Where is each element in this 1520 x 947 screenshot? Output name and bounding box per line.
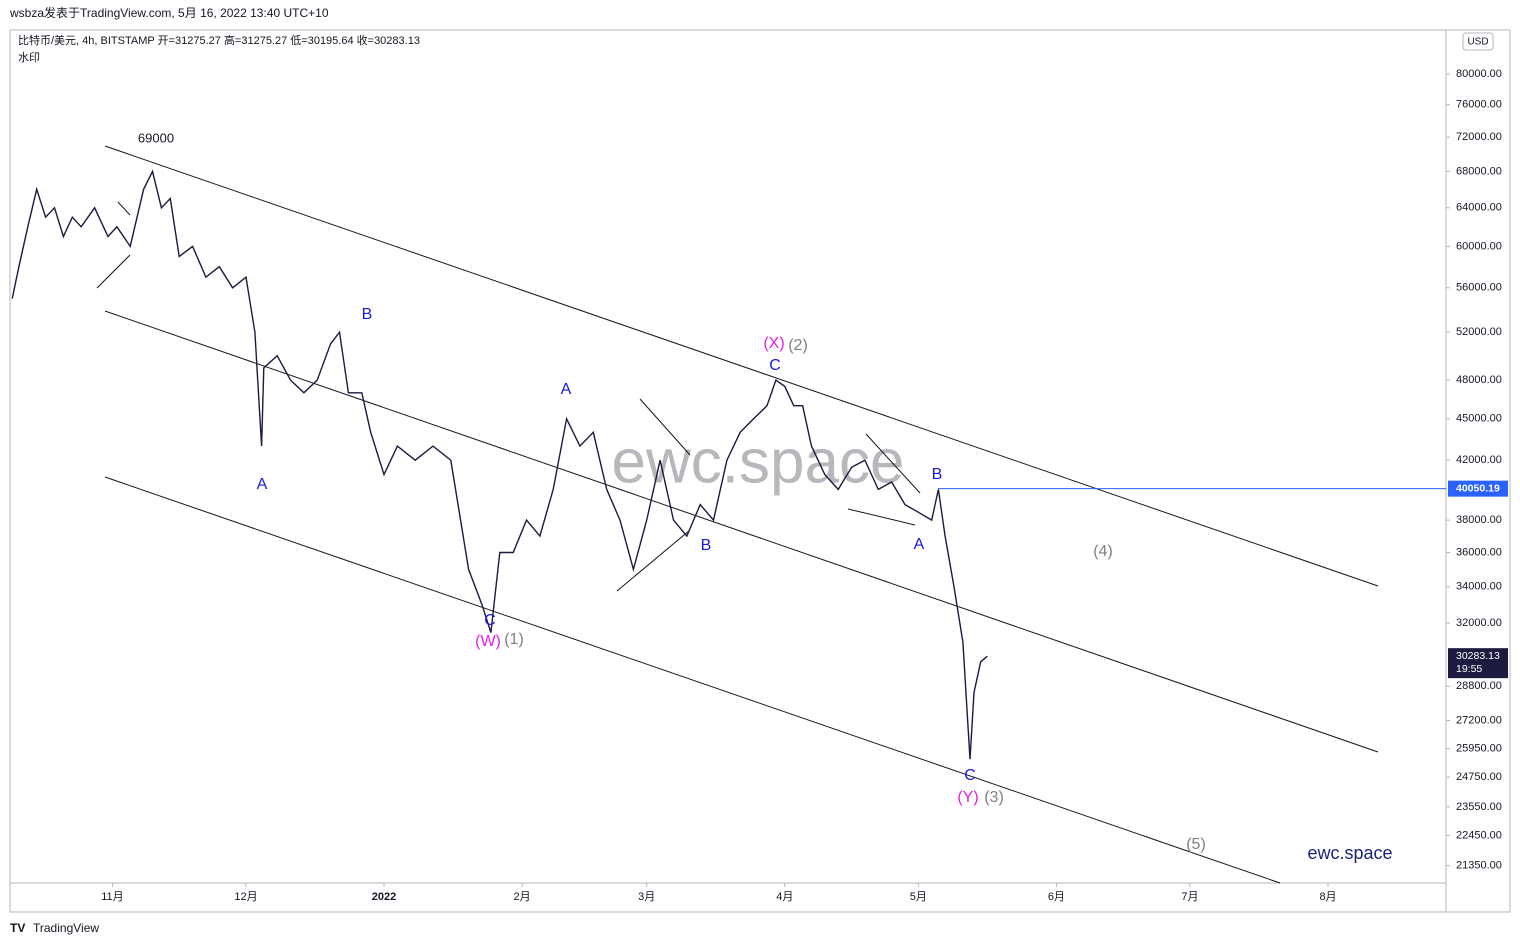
wave-label: (5) bbox=[1186, 836, 1206, 853]
y-tick-label: 60000.00 bbox=[1456, 240, 1502, 252]
y-tick-label: 22450.00 bbox=[1456, 829, 1502, 841]
drawings bbox=[96, 145, 1379, 884]
byline: wsbza发表于TradingView.com, 5月 16, 2022 13:… bbox=[9, 5, 329, 20]
wave-label: (X) bbox=[763, 335, 784, 352]
price-line bbox=[11, 169, 988, 760]
y-tick-label: 52000.00 bbox=[1456, 326, 1502, 338]
y-tick-label: 56000.00 bbox=[1456, 282, 1502, 294]
footer-logo: TV bbox=[10, 921, 25, 935]
price-level-label: 40050.19 bbox=[1456, 482, 1500, 494]
wave-label: B bbox=[701, 537, 712, 554]
chart-frame bbox=[9, 29, 1511, 913]
wave-label: C bbox=[769, 357, 781, 374]
trend-line bbox=[847, 508, 916, 526]
y-tick-label: 25950.00 bbox=[1456, 743, 1502, 755]
trend-line bbox=[616, 529, 691, 592]
x-tick-label: 7月 bbox=[1181, 891, 1198, 903]
y-tick-label: 28800.00 bbox=[1456, 680, 1502, 692]
brand: ewc.space bbox=[1307, 843, 1392, 863]
y-tick-label: 42000.00 bbox=[1456, 454, 1502, 466]
x-tick-label: 3月 bbox=[638, 891, 655, 903]
wave-label: B bbox=[362, 306, 373, 323]
channel-bottom bbox=[104, 476, 1281, 884]
y-tick-label: 23550.00 bbox=[1456, 801, 1502, 813]
trend-line bbox=[96, 254, 131, 289]
y-tick-label: 27200.00 bbox=[1456, 714, 1502, 726]
currency-box[interactable] bbox=[1462, 32, 1494, 51]
x-tick-label: 8月 bbox=[1319, 891, 1336, 903]
trend-line bbox=[639, 398, 691, 456]
wave-label: (3) bbox=[984, 789, 1004, 806]
y-tick-label: 34000.00 bbox=[1456, 581, 1502, 593]
x-tick-label: 5月 bbox=[910, 891, 927, 903]
wave-label: (2) bbox=[788, 337, 808, 354]
trend-line bbox=[117, 201, 131, 216]
symbol-legend: 比特币/美元, 4h, BITSTAMP 开=31275.27 高=31275.… bbox=[18, 33, 420, 47]
y-tick-label: 76000.00 bbox=[1456, 99, 1502, 111]
y-tick-label: 48000.00 bbox=[1456, 374, 1502, 386]
wave-label: (W) bbox=[475, 633, 501, 650]
wave-label: A bbox=[914, 536, 925, 553]
y-tick-label: 36000.00 bbox=[1456, 546, 1502, 558]
wave-label: B bbox=[932, 466, 943, 483]
currency[interactable]: USD bbox=[1467, 37, 1488, 48]
wave-label: A bbox=[257, 476, 268, 493]
y-tick-label: 24750.00 bbox=[1456, 771, 1502, 783]
wave-label: A bbox=[561, 381, 572, 398]
trend-line bbox=[865, 433, 921, 494]
wave-label: C bbox=[964, 767, 976, 784]
x-tick-label: 2022 bbox=[372, 891, 396, 903]
wave-label: 69000 bbox=[138, 130, 174, 145]
x-tick-label: 4月 bbox=[776, 891, 793, 903]
y-tick-label: 45000.00 bbox=[1456, 413, 1502, 425]
y-tick-label: 21350.00 bbox=[1456, 860, 1502, 872]
channel-top bbox=[104, 145, 1379, 587]
y-tick-label: 32000.00 bbox=[1456, 617, 1502, 629]
x-tick-label: 6月 bbox=[1048, 891, 1065, 903]
channel-middle bbox=[104, 310, 1379, 753]
wave-label: (1) bbox=[504, 631, 524, 648]
last-price-label: 30283.13 bbox=[1456, 650, 1500, 662]
y-tick-label: 38000.00 bbox=[1456, 514, 1502, 526]
footer: TradingView bbox=[33, 921, 99, 935]
x-tick-label: 2月 bbox=[513, 891, 530, 903]
y-tick-label: 68000.00 bbox=[1456, 165, 1502, 177]
y-tick-label: 64000.00 bbox=[1456, 202, 1502, 214]
price-level-tag bbox=[1448, 480, 1508, 497]
wave-label: C bbox=[484, 612, 496, 629]
y-tick-label: 72000.00 bbox=[1456, 131, 1502, 143]
wave-label: (4) bbox=[1093, 543, 1113, 560]
watermark-note: 水印 bbox=[18, 51, 40, 64]
x-tick-label: 11月 bbox=[101, 891, 123, 903]
countdown: 19:55 bbox=[1456, 663, 1482, 675]
wave-label: (Y) bbox=[957, 789, 978, 806]
last-price-tag bbox=[1448, 648, 1508, 679]
x-tick-label: 12月 bbox=[234, 891, 257, 903]
y-tick-label: 80000.00 bbox=[1456, 68, 1502, 80]
